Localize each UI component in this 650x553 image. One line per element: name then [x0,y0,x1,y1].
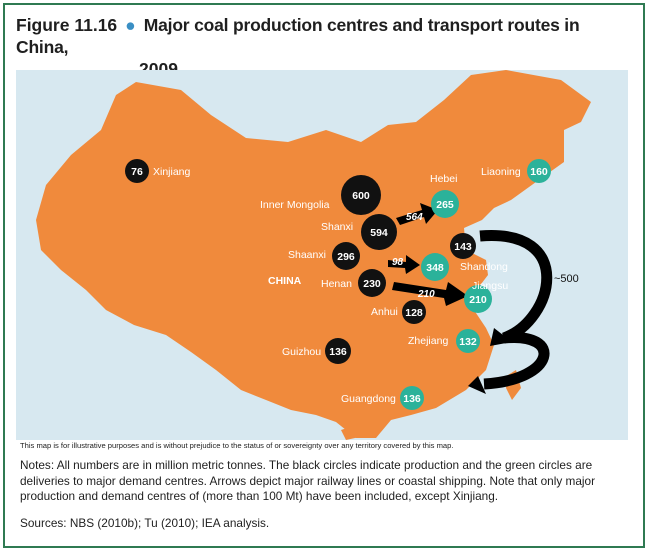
production-label-shaanxi: Shaanxi [288,249,326,261]
title-bullet-icon: ● [125,15,136,35]
demand-value-zhejiang: 132 [459,336,477,348]
route-value-98: 98 [392,257,404,268]
production-value-shandong: 143 [454,241,472,253]
production-circle-inner-mongolia [341,175,381,215]
production-value-xinjiang: 76 [131,166,143,178]
arrow-shaanxi-shandong [388,255,420,274]
arrow-coastal-shipping [479,230,553,390]
production-circle-shandong [450,233,476,259]
demand-circle-jiangsu [464,285,492,313]
route-value-500: ~500 [554,273,579,285]
production-label-guizhou: Guizhou [282,346,321,358]
demand-value-hebei: 265 [436,199,454,211]
demand-circle-shandong [421,253,449,281]
production-circle-anhui [402,300,426,324]
demand-label-jiangsu: Jiangsu [472,280,508,292]
hainan-island [341,425,364,440]
route-value-210: 210 [417,289,435,300]
china-landmass [36,70,591,438]
production-circle-shanxi [361,214,397,250]
production-circle-henan [358,269,386,297]
production-value-guizhou: 136 [329,346,347,358]
production-value-shaanxi: 296 [337,251,355,263]
production-value-henan: 230 [363,278,381,290]
production-label-xinjiang: Xinjiang [153,166,191,178]
demand-label-liaoning: Liaoning [481,166,521,178]
production-label-shandong: Shandong [460,261,508,273]
production-label-inner-mongolia: Inner Mongolia [260,199,330,211]
production-label-shanxi: Shanxi [321,221,353,233]
production-circle-xinjiang [125,159,149,183]
route-arrows: 564 98 210 ~500 [388,203,579,394]
china-map: CHINA 564 98 210 ~500 76 Xinjiang 600 In… [36,70,591,440]
demand-circle-liaoning [527,159,551,183]
demand-label-zhejiang: Zhejiang [408,335,448,347]
demand-centres: 265 Hebei 160 Liaoning 348 210 Jiangsu 1… [341,159,551,410]
country-label: CHINA [268,275,302,287]
arrow-coastal-head-guangdong [468,376,486,394]
arrow-coastal-head-zhejiang [490,328,512,346]
demand-circle-zhejiang [456,329,480,353]
demand-label-hebei: Hebei [430,173,457,185]
demand-circle-guangdong [400,386,424,410]
production-value-inner-mongolia: 600 [352,190,370,202]
demand-value-guangdong: 136 [403,393,421,405]
demand-value-shandong: 348 [426,262,444,274]
production-value-anhui: 128 [405,307,423,319]
arrow-shanxi-hebei [396,203,438,225]
route-value-564: 564 [406,212,423,223]
demand-circle-hebei [431,190,459,218]
production-centres: 76 Xinjiang 600 Inner Mongolia 594 Shanx… [125,159,508,364]
figure-sources: Sources: NBS (2010b); Tu (2010); IEA ana… [20,516,270,530]
demand-label-guangdong: Guangdong [341,393,396,405]
figure-notes: Notes: All numbers are in million metric… [20,458,596,503]
production-value-shanxi: 594 [370,227,388,239]
arrow-henan-jiangsu [392,282,468,306]
map-disclaimer: This map is for illustrative purposes an… [20,441,454,450]
demand-value-jiangsu: 210 [469,294,487,306]
map-panel: CHINA 564 98 210 ~500 76 Xinjiang 600 In… [16,70,628,440]
demand-value-liaoning: 160 [530,166,548,178]
production-circle-guizhou [325,338,351,364]
production-circle-shaanxi [332,242,360,270]
figure-number: Figure 11.16 [16,15,118,35]
title-line-1: Major coal production centres and transp… [16,15,580,57]
production-label-henan: Henan [321,278,352,290]
production-label-anhui: Anhui [371,306,398,318]
